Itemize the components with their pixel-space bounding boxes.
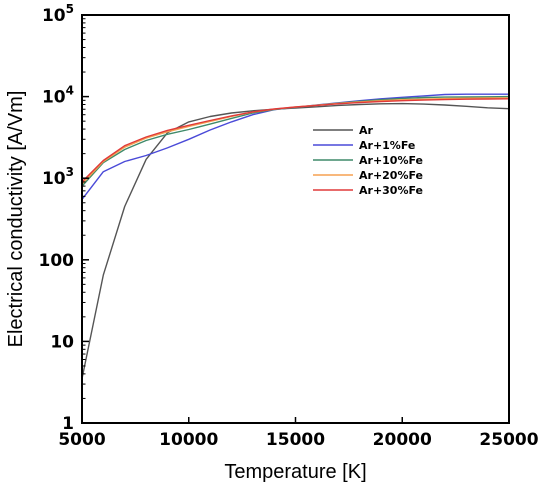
- legend-label: Ar+20%Fe: [359, 169, 423, 182]
- series-layer: [81, 93, 510, 379]
- y-axis-label: Electrical conductivity [A/Vm]: [5, 91, 27, 348]
- legend: Ar Ar+1%Fe Ar+10%Fe Ar+20%Fe Ar+30%Fe: [313, 124, 423, 197]
- y-tick-label: 103: [42, 165, 74, 189]
- y-tick-label: 104: [42, 84, 74, 108]
- x-tick-label: 15000: [266, 430, 325, 450]
- x-tick-label: 20000: [373, 430, 432, 450]
- y-tick-label: 100: [39, 251, 75, 271]
- x-axis-label: Temperature [K]: [224, 461, 366, 483]
- x-tick-label: 5000: [58, 430, 105, 450]
- series-line-4: [81, 98, 510, 183]
- y-tick-label: 10: [50, 332, 74, 352]
- x-tick-label: 25000: [479, 430, 538, 450]
- legend-label: Ar+10%Fe: [359, 154, 423, 167]
- ticks-layer: 5000 10000 15000 20000 25000 1 10 100 103 104 105: [39, 2, 539, 450]
- y-tick-label: 105: [42, 2, 74, 26]
- y-tick-label: 1: [62, 414, 74, 434]
- legend-label: Ar+30%Fe: [359, 184, 423, 197]
- legend-label: Ar: [359, 124, 374, 137]
- x-tick-label: 10000: [159, 430, 218, 450]
- legend-label: Ar+1%Fe: [359, 139, 415, 152]
